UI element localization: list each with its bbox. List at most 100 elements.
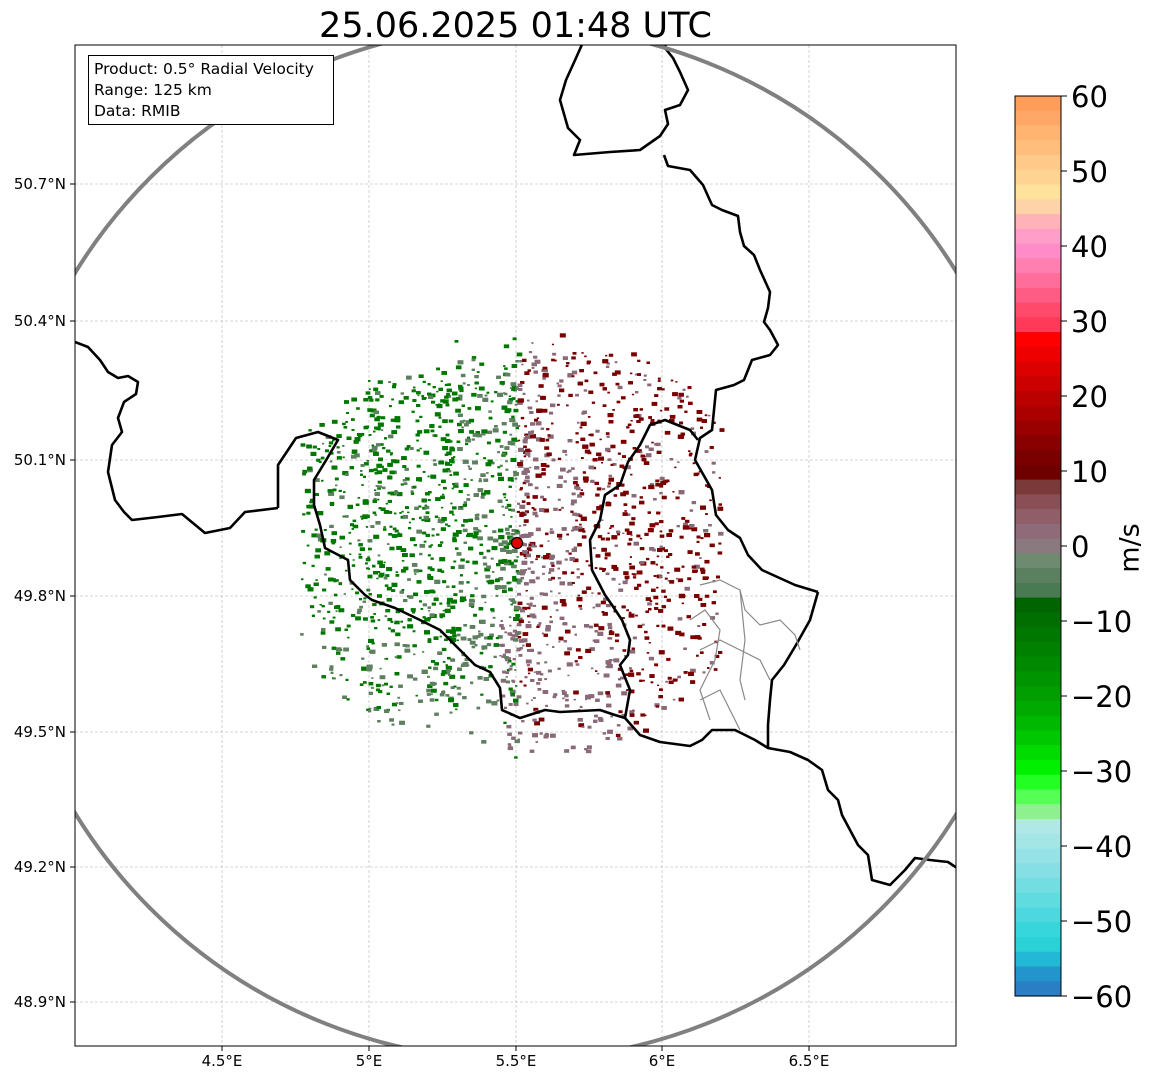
echo-pixel [395,610,401,614]
echo-pixel [507,632,513,636]
echo-pixel [520,487,523,490]
echo-pixel [500,643,505,647]
colorbar-segment [1015,833,1061,850]
echo-pixel [694,564,700,569]
echo-pixel [492,530,497,534]
echo-pixel [511,387,516,391]
echo-pixel [629,429,635,434]
echo-pixel [661,605,666,609]
colorbar-segment [1015,464,1061,481]
echo-pixel [460,373,466,378]
echo-pixel [330,671,334,674]
echo-pixel [466,665,469,667]
echo-pixel [473,531,479,535]
echo-pixel [512,578,518,582]
echo-pixel [571,370,578,375]
echo-pixel [522,550,528,554]
echo-pixel [582,444,589,449]
echo-pixel [307,468,313,473]
echo-pixel [641,668,644,671]
echo-pixel [413,678,416,680]
echo-pixel [710,616,716,620]
echo-pixel [540,673,544,676]
echo-pixel [492,616,496,619]
echo-pixel [592,606,595,609]
echo-pixel [328,577,334,582]
echo-pixel [497,466,501,469]
echo-pixel [461,426,464,429]
echo-pixel [594,630,598,633]
echo-pixel [647,383,652,387]
echo-pixel [479,551,484,555]
echo-pixel [432,459,437,462]
echo-pixel [323,529,327,531]
echo-pixel [632,447,637,450]
echo-pixel [589,442,595,447]
echo-pixel [504,680,507,683]
colorbar-segment [1015,243,1061,259]
echo-pixel [656,450,662,454]
echo-pixel [682,525,689,530]
echo-pixel [519,504,526,509]
echo-pixel [445,403,450,407]
echo-pixel [453,456,456,458]
echo-pixel [390,452,393,455]
echo-pixel [637,583,642,587]
echo-pixel [436,367,440,371]
echo-pixel [681,565,685,568]
echo-pixel [524,425,527,428]
echo-pixel [524,492,530,497]
echo-pixel [345,569,348,572]
echo-pixel [647,602,652,606]
echo-pixel [403,599,408,603]
echo-pixel [374,627,378,630]
echo-pixel [686,615,691,619]
echo-pixel [328,445,332,447]
echo-pixel [438,425,442,428]
echo-pixel [488,665,493,669]
colorbar-segment [1015,877,1061,894]
echo-pixel [465,443,469,446]
echo-pixel [376,470,383,475]
echo-pixel [629,713,635,717]
echo-pixel [525,624,532,629]
echo-pixel [403,396,409,400]
echo-pixel [501,585,507,589]
echo-pixel [565,629,571,634]
echo-pixel [532,718,537,722]
echo-pixel [360,515,364,518]
echo-pixel [513,559,518,563]
echo-pixel [306,444,312,449]
echo-pixel [624,655,627,657]
echo-pixel [562,449,567,453]
echo-pixel [622,580,628,585]
echo-pixel [669,419,675,423]
echo-pixel [374,417,380,422]
echo-pixel [443,681,449,686]
echo-pixel [603,673,610,678]
echo-pixel [351,418,355,421]
echo-pixel [544,678,548,681]
echo-pixel [401,589,405,591]
echo-pixel [502,493,507,496]
echo-pixel [534,486,539,490]
echo-pixel [516,571,521,575]
echo-pixel [387,499,392,503]
echo-pixel [717,506,724,511]
echo-pixel [625,673,629,676]
echo-pixel [366,647,370,650]
echo-pixel [565,698,569,702]
echo-pixel [528,351,533,354]
echo-pixel [536,408,543,413]
echo-pixel [504,656,509,660]
echo-pixel [714,654,720,658]
echo-pixel [562,691,567,695]
echo-pixel [687,577,692,581]
echo-pixel [394,491,399,495]
axis-ticks [70,183,810,1051]
echo-pixel [703,529,709,533]
colorbar-tick-label: −60 [1071,980,1133,1014]
echo-pixel [394,459,400,464]
echo-pixel [442,580,447,584]
france-germany-border [767,746,956,887]
